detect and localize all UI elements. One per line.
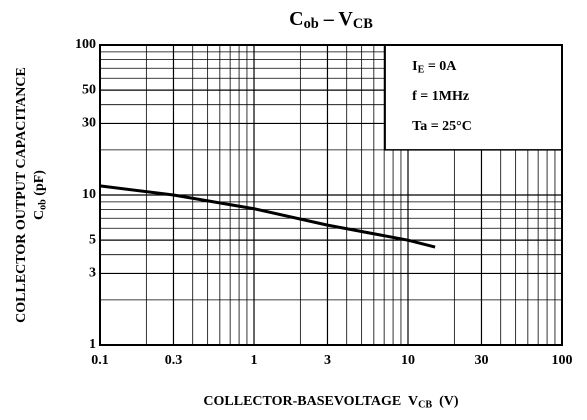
- chart-title-part: C: [289, 8, 303, 30]
- y-axis-label-part: (pF): [32, 170, 47, 200]
- y-axis-label: COLLECTOR OUTPUT CAPACITANCE: [14, 67, 29, 323]
- annotation-part: f = 1MHz: [412, 89, 469, 104]
- chart-title: Cob – VCB: [289, 8, 373, 33]
- annotation: IE = 0A: [412, 59, 457, 76]
- y-tick-label: 100: [75, 37, 96, 52]
- y-tick-label: 10: [82, 187, 96, 202]
- annotation-box: [384, 44, 563, 151]
- annotation-part: = 0A: [424, 59, 457, 74]
- x-tick-label: 30: [474, 353, 488, 368]
- y-tick-label: 1: [89, 337, 96, 352]
- x-axis-label: COLLECTOR-BASEVOLTAGE VCB (V): [203, 394, 459, 411]
- annotation: Ta = 25°C: [412, 119, 472, 134]
- y-axis-label: Cob (pF): [32, 170, 49, 220]
- data-line: [99, 184, 436, 249]
- y-tick-label: 5: [89, 232, 96, 247]
- chart-title-part: – V: [319, 8, 354, 30]
- x-tick-label: 3: [324, 353, 331, 368]
- y-tick-label: 3: [89, 266, 96, 281]
- annotation: f = 1MHz: [412, 89, 469, 104]
- x-axis-label-part: CB: [418, 400, 432, 411]
- annotation-part: Ta = 25°C: [412, 119, 472, 134]
- y-tick-label: 50: [82, 82, 96, 97]
- y-axis-label-part: ob: [38, 199, 49, 210]
- annotation-part: E: [418, 65, 425, 76]
- y-tick-label: 30: [82, 116, 96, 131]
- y-axis-label-part: C: [32, 210, 47, 220]
- plot-frame: [99, 44, 563, 346]
- x-tick-label: 100: [552, 353, 573, 368]
- x-axis-label-part: (V): [432, 394, 459, 409]
- x-tick-label: 10: [401, 353, 415, 368]
- chart-title-part: CB: [353, 16, 373, 32]
- x-tick-label: 0.1: [91, 353, 109, 368]
- x-axis-label-part: COLLECTOR-BASEVOLTAGE V: [203, 394, 418, 409]
- annotation-part: I: [412, 59, 417, 74]
- x-tick-label: 0.3: [165, 353, 183, 368]
- chart-title-part: ob: [304, 16, 319, 32]
- x-tick-label: 1: [251, 353, 258, 368]
